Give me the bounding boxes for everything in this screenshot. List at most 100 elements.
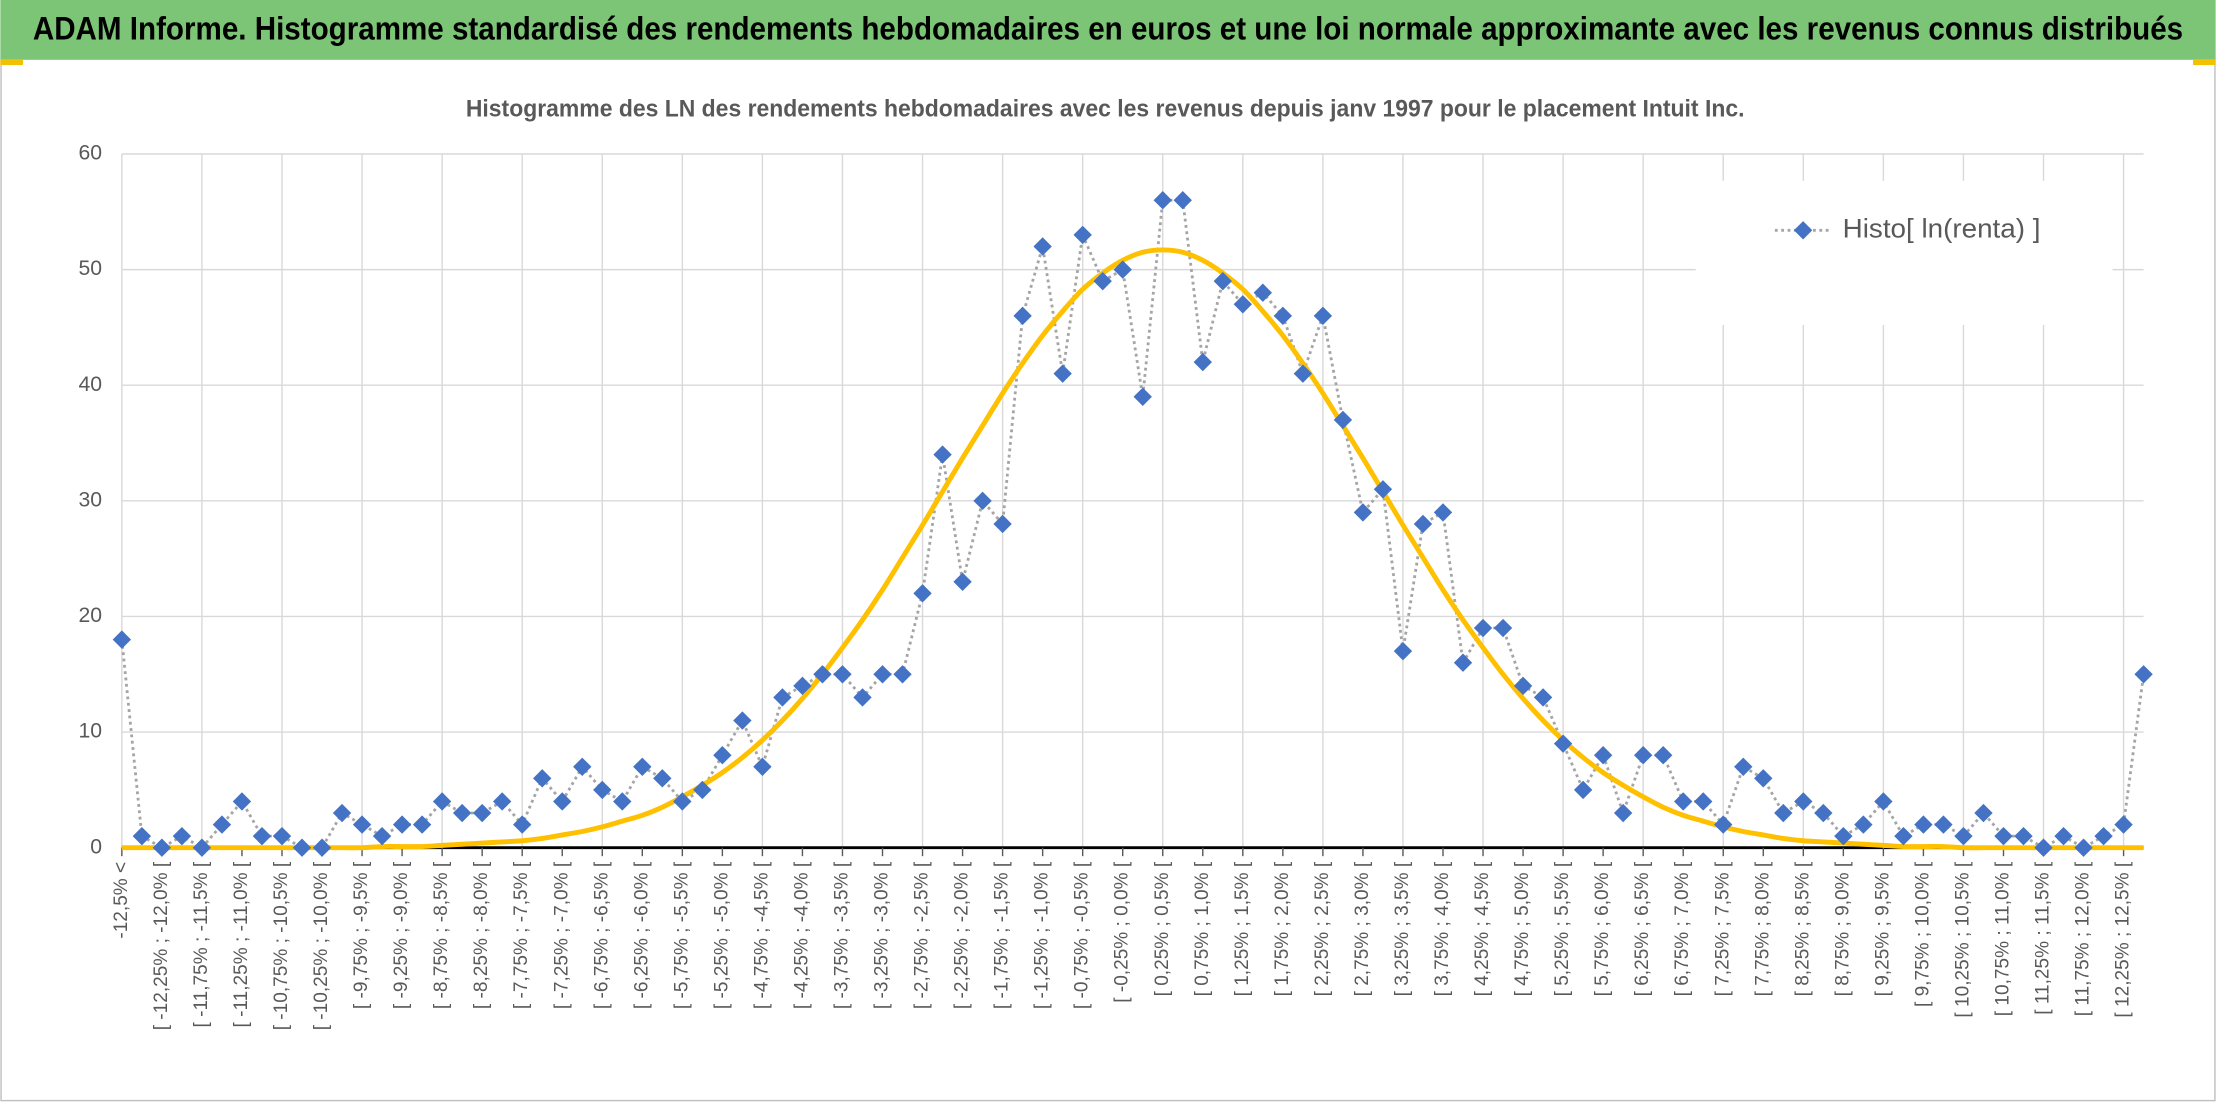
marker xyxy=(1393,641,1413,661)
x-tick-label: [ -4,25% ; -4,0% [ xyxy=(791,861,812,1009)
marker xyxy=(993,514,1012,534)
marker xyxy=(553,792,572,811)
page-title: ADAM Informe. Histogramme standardisé de… xyxy=(33,11,2183,47)
marker xyxy=(1533,688,1553,707)
marker xyxy=(1313,306,1333,326)
marker xyxy=(252,826,272,846)
marker xyxy=(513,815,532,834)
x-tick-label: [ 8,75% ; 9,0% [ xyxy=(1832,861,1853,996)
x-tick-label: [ 4,75% ; 5,0% [ xyxy=(1512,861,1533,996)
marker xyxy=(873,665,892,684)
marker xyxy=(1413,514,1433,534)
x-tick-label: [ -7,25% ; -7,0% [ xyxy=(551,861,572,1009)
marker xyxy=(312,838,332,857)
marker xyxy=(913,584,932,603)
marker xyxy=(613,792,632,811)
x-tick-label: [ 0,25% ; 0,5% [ xyxy=(1152,861,1173,996)
x-tick-label: [ 4,25% ; 4,5% [ xyxy=(1472,861,1493,996)
marker xyxy=(1253,283,1273,302)
legend-marker xyxy=(1793,221,1813,240)
marker xyxy=(332,803,352,823)
marker xyxy=(232,792,252,811)
marker xyxy=(1894,826,1913,846)
marker xyxy=(1093,271,1112,291)
marker xyxy=(733,711,752,730)
x-tick-label: [ -10,25% ; -10,0% [ xyxy=(311,861,332,1030)
marker xyxy=(432,792,452,811)
y-tick-label: 50 xyxy=(78,257,102,280)
marker xyxy=(673,792,692,811)
x-tick-label: [ -0,25% ; 0,0% [ xyxy=(1112,861,1133,1003)
x-tick-label: [ -3,25% ; -3,0% [ xyxy=(872,861,893,1009)
marker xyxy=(172,826,192,846)
marker xyxy=(1734,757,1753,776)
x-tick-label: [ -0,75% ; -0,5% [ xyxy=(1072,861,1093,1009)
x-tick-label: [ 1,75% ; 2,0% [ xyxy=(1272,861,1293,996)
marker xyxy=(1874,792,1893,811)
x-tick-label: [ 9,75% ; 10,0% [ xyxy=(1912,861,1933,1007)
marker xyxy=(212,815,232,834)
marker xyxy=(693,780,712,800)
marker xyxy=(1453,653,1473,672)
marker xyxy=(412,815,432,834)
marker xyxy=(1173,191,1192,210)
marker xyxy=(593,780,612,800)
marker xyxy=(1694,792,1713,811)
x-tick-label: [ -9,75% ; -9,5% [ xyxy=(351,861,372,1009)
marker xyxy=(1613,803,1633,823)
x-tick-label: [ -5,25% ; -5,0% [ xyxy=(711,861,732,1009)
x-tick-label: [ 2,75% ; 3,0% [ xyxy=(1352,861,1373,996)
marker xyxy=(1473,618,1493,638)
marker xyxy=(813,665,832,684)
x-tick-label: [ 11,75% ; 12,0% [ xyxy=(2073,861,2094,1016)
marker xyxy=(372,826,392,846)
marker xyxy=(2134,665,2153,684)
x-tick-label: [ 0,75% ; 1,0% [ xyxy=(1192,861,1213,996)
x-tick-label: [ 12,25% ; 12,5% [ xyxy=(2113,861,2134,1017)
marker xyxy=(1814,803,1833,823)
marker xyxy=(1593,746,1613,765)
marker xyxy=(152,838,172,857)
marker xyxy=(1974,803,1993,823)
marker xyxy=(352,815,372,834)
marker xyxy=(1333,410,1353,430)
marker xyxy=(1834,826,1853,846)
marker xyxy=(893,665,912,684)
marker xyxy=(953,572,972,591)
x-tick-label: [ -2,25% ; -2,0% [ xyxy=(952,861,973,1009)
y-tick-label: 20 xyxy=(78,604,102,627)
marker xyxy=(2074,838,2093,857)
marker xyxy=(933,445,952,464)
marker xyxy=(1914,815,1933,834)
x-tick-label: [ 5,75% ; 6,0% [ xyxy=(1592,861,1613,996)
x-tick-label: [ -8,75% ; -8,5% [ xyxy=(431,861,452,1009)
x-tick-label: [ -1,25% ; -1,0% [ xyxy=(1032,861,1053,1009)
x-tick-label: [ 1,25% ; 1,5% [ xyxy=(1232,861,1253,996)
legend-label: Histo[ ln(renta) ] xyxy=(1843,213,2041,243)
marker xyxy=(1073,225,1092,245)
grid: 0 10 20 30 40 50 60 -12,5% < [ -12,25% ; -12,0% … xyxy=(78,142,2144,1030)
marker xyxy=(2094,826,2113,846)
y-tick-label: 40 xyxy=(78,373,102,396)
marker xyxy=(653,769,672,788)
marker xyxy=(1133,387,1152,406)
marker xyxy=(1273,306,1293,326)
x-tick-label: [ 2,25% ; 2,5% [ xyxy=(1312,861,1333,996)
y-tick-label: 10 xyxy=(78,720,102,743)
x-tick-label: [ -8,25% ; -8,0% [ xyxy=(471,861,492,1009)
series-line xyxy=(121,247,2144,851)
marker xyxy=(472,803,492,823)
x-tick-label: [ 10,25% ; 10,5% [ xyxy=(1952,861,1973,1017)
y-tick-label: 0 xyxy=(90,835,102,858)
marker xyxy=(1353,503,1373,522)
x-tick-label: [ 7,75% ; 8,0% [ xyxy=(1752,861,1773,996)
marker xyxy=(1754,769,1773,788)
marker xyxy=(1794,792,1813,811)
plot: Histo[ ln(renta) ] xyxy=(112,180,2153,857)
x-tick-label: [ -11,75% ; -11,5% [ xyxy=(191,861,212,1027)
x-tick-label: -12,5% < xyxy=(111,862,132,939)
marker xyxy=(573,757,592,776)
marker xyxy=(713,746,732,765)
chart-title: Histogramme des LN des rendements hebdom… xyxy=(466,96,1745,123)
x-tick-label: [ -7,75% ; -7,5% [ xyxy=(511,861,532,1009)
